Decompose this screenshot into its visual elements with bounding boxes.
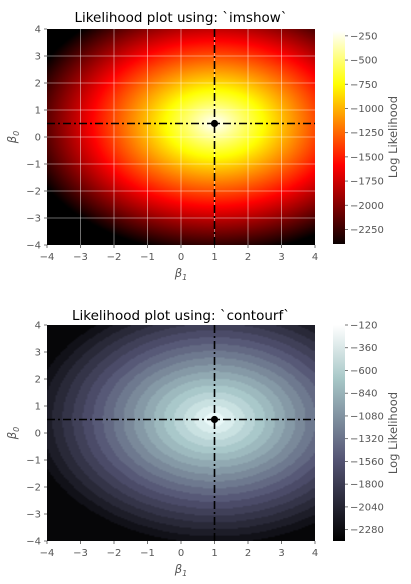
- panel-contourf: Likelihood plot using: `contourf` −4 −3 −2…: [5, 308, 400, 578]
- x-tick-label: 0: [178, 548, 184, 559]
- colorbar-tick-label: −1250: [350, 128, 384, 139]
- y-axis-label-contourf: β0: [5, 427, 21, 440]
- y-tick-label: 4: [35, 25, 41, 36]
- y-tick-label: −1: [26, 456, 41, 467]
- x-tick-label: 1: [211, 252, 217, 263]
- x-tick-label: 2: [245, 548, 251, 559]
- max-likelihood-point: [210, 415, 219, 424]
- colorbar-tick-label: −500: [350, 56, 377, 67]
- colorbar-tick-label: −1500: [350, 152, 384, 163]
- x-tick-label: 1: [211, 548, 217, 559]
- x-tick-label: −2: [107, 252, 122, 263]
- y-tick-label: −1: [26, 160, 41, 171]
- colorbar-tick-label: −360: [350, 343, 377, 354]
- y-tick-label: 4: [35, 321, 41, 332]
- max-likelihood-point: [210, 119, 219, 128]
- heatmap-contourf: [47, 325, 315, 541]
- chart-title-imshow: Likelihood plot using: `imshow`: [74, 10, 287, 26]
- y-tick-label: 0: [35, 429, 41, 440]
- colorbar-tick-label: −2280: [350, 525, 384, 536]
- x-tick-label: 3: [278, 548, 284, 559]
- y-ticks-imshow: −4 −3 −2 −1 0 1 2 3 4: [26, 25, 47, 252]
- colorbar-tick-label: −120: [350, 321, 377, 332]
- y-tick-label: −3: [26, 214, 41, 225]
- y-tick-label: 2: [35, 375, 41, 386]
- colorbar-ticks-contourf: −120 −360 −600 −840 −1080 −1320 −1560 −1800 −204…: [345, 321, 384, 536]
- colorbar-tick-label: −2000: [350, 201, 384, 212]
- x-tick-label: −3: [73, 548, 88, 559]
- y-tick-label: −2: [26, 187, 41, 198]
- chart-title-contourf: Likelihood plot using: `contourf`: [72, 308, 290, 324]
- y-tick-label: 3: [35, 348, 41, 359]
- colorbar-tick-label: −750: [350, 80, 377, 91]
- x-axis-label-imshow: β1: [174, 266, 187, 282]
- y-tick-label: −4: [26, 537, 41, 548]
- y-axis-label-imshow: β0: [5, 131, 21, 144]
- x-axis-label-contourf: β1: [174, 562, 187, 578]
- y-tick-label: 2: [35, 79, 41, 90]
- panel-imshow: Likelihood plot using: `imshow` −4 −3 −2 −1…: [5, 10, 400, 282]
- colorbar-tick-label: −1000: [350, 104, 384, 115]
- y-tick-label: −3: [26, 510, 41, 521]
- x-tick-label: −1: [140, 252, 155, 263]
- colorbar-imshow: [333, 31, 345, 244]
- colorbar-tick-label: −1080: [350, 411, 384, 422]
- x-tick-label: −4: [40, 548, 55, 559]
- y-tick-label: −2: [26, 483, 41, 494]
- x-tick-label: 2: [245, 252, 251, 263]
- reference-lines-imshow: [47, 29, 315, 245]
- y-tick-label: −4: [26, 241, 41, 252]
- x-tick-label: −1: [140, 548, 155, 559]
- x-ticks-contourf: −4 −3 −2 −1 0 1 2 3 4: [40, 541, 318, 559]
- grid-imshow: [47, 29, 315, 245]
- y-ticks-contourf: −4 −3 −2 −1 0 1 2 3 4: [26, 321, 47, 548]
- x-tick-label: 3: [278, 252, 284, 263]
- x-tick-label: 4: [312, 252, 318, 263]
- colorbar-tick-label: −1560: [350, 457, 384, 468]
- colorbar-label-imshow: Log Likelihood: [386, 96, 400, 178]
- x-tick-label: 0: [178, 252, 184, 263]
- colorbar-tick-label: −1800: [350, 480, 384, 491]
- colorbar-tick-label: −840: [350, 389, 377, 400]
- x-tick-label: −2: [107, 548, 122, 559]
- colorbar-contourf: [333, 325, 345, 541]
- y-tick-label: 1: [35, 106, 41, 117]
- colorbar-tick-label: −1320: [350, 434, 384, 445]
- colorbar-tick-label: −2250: [350, 225, 384, 236]
- y-tick-label: 0: [35, 133, 41, 144]
- colorbar-tick-label: −600: [350, 366, 377, 377]
- colorbar-tick-label: −1750: [350, 177, 384, 188]
- reference-lines-contourf: [47, 325, 315, 541]
- x-ticks-imshow: −4 −3 −2 −1 0 1 2 3 4: [40, 245, 318, 263]
- colorbar-ticks-imshow: −250 −500 −750 −1000 −1250 −1500 −1750 −2000 −22…: [345, 31, 384, 236]
- colorbar-tick-label: −2040: [350, 502, 384, 513]
- x-tick-label: −3: [73, 252, 88, 263]
- x-tick-label: 4: [312, 548, 318, 559]
- colorbar-label-contourf: Log Likelihood: [386, 392, 400, 474]
- y-tick-label: 3: [35, 52, 41, 63]
- y-tick-label: 1: [35, 402, 41, 413]
- x-tick-label: −4: [40, 252, 55, 263]
- colorbar-tick-label: −250: [350, 31, 377, 42]
